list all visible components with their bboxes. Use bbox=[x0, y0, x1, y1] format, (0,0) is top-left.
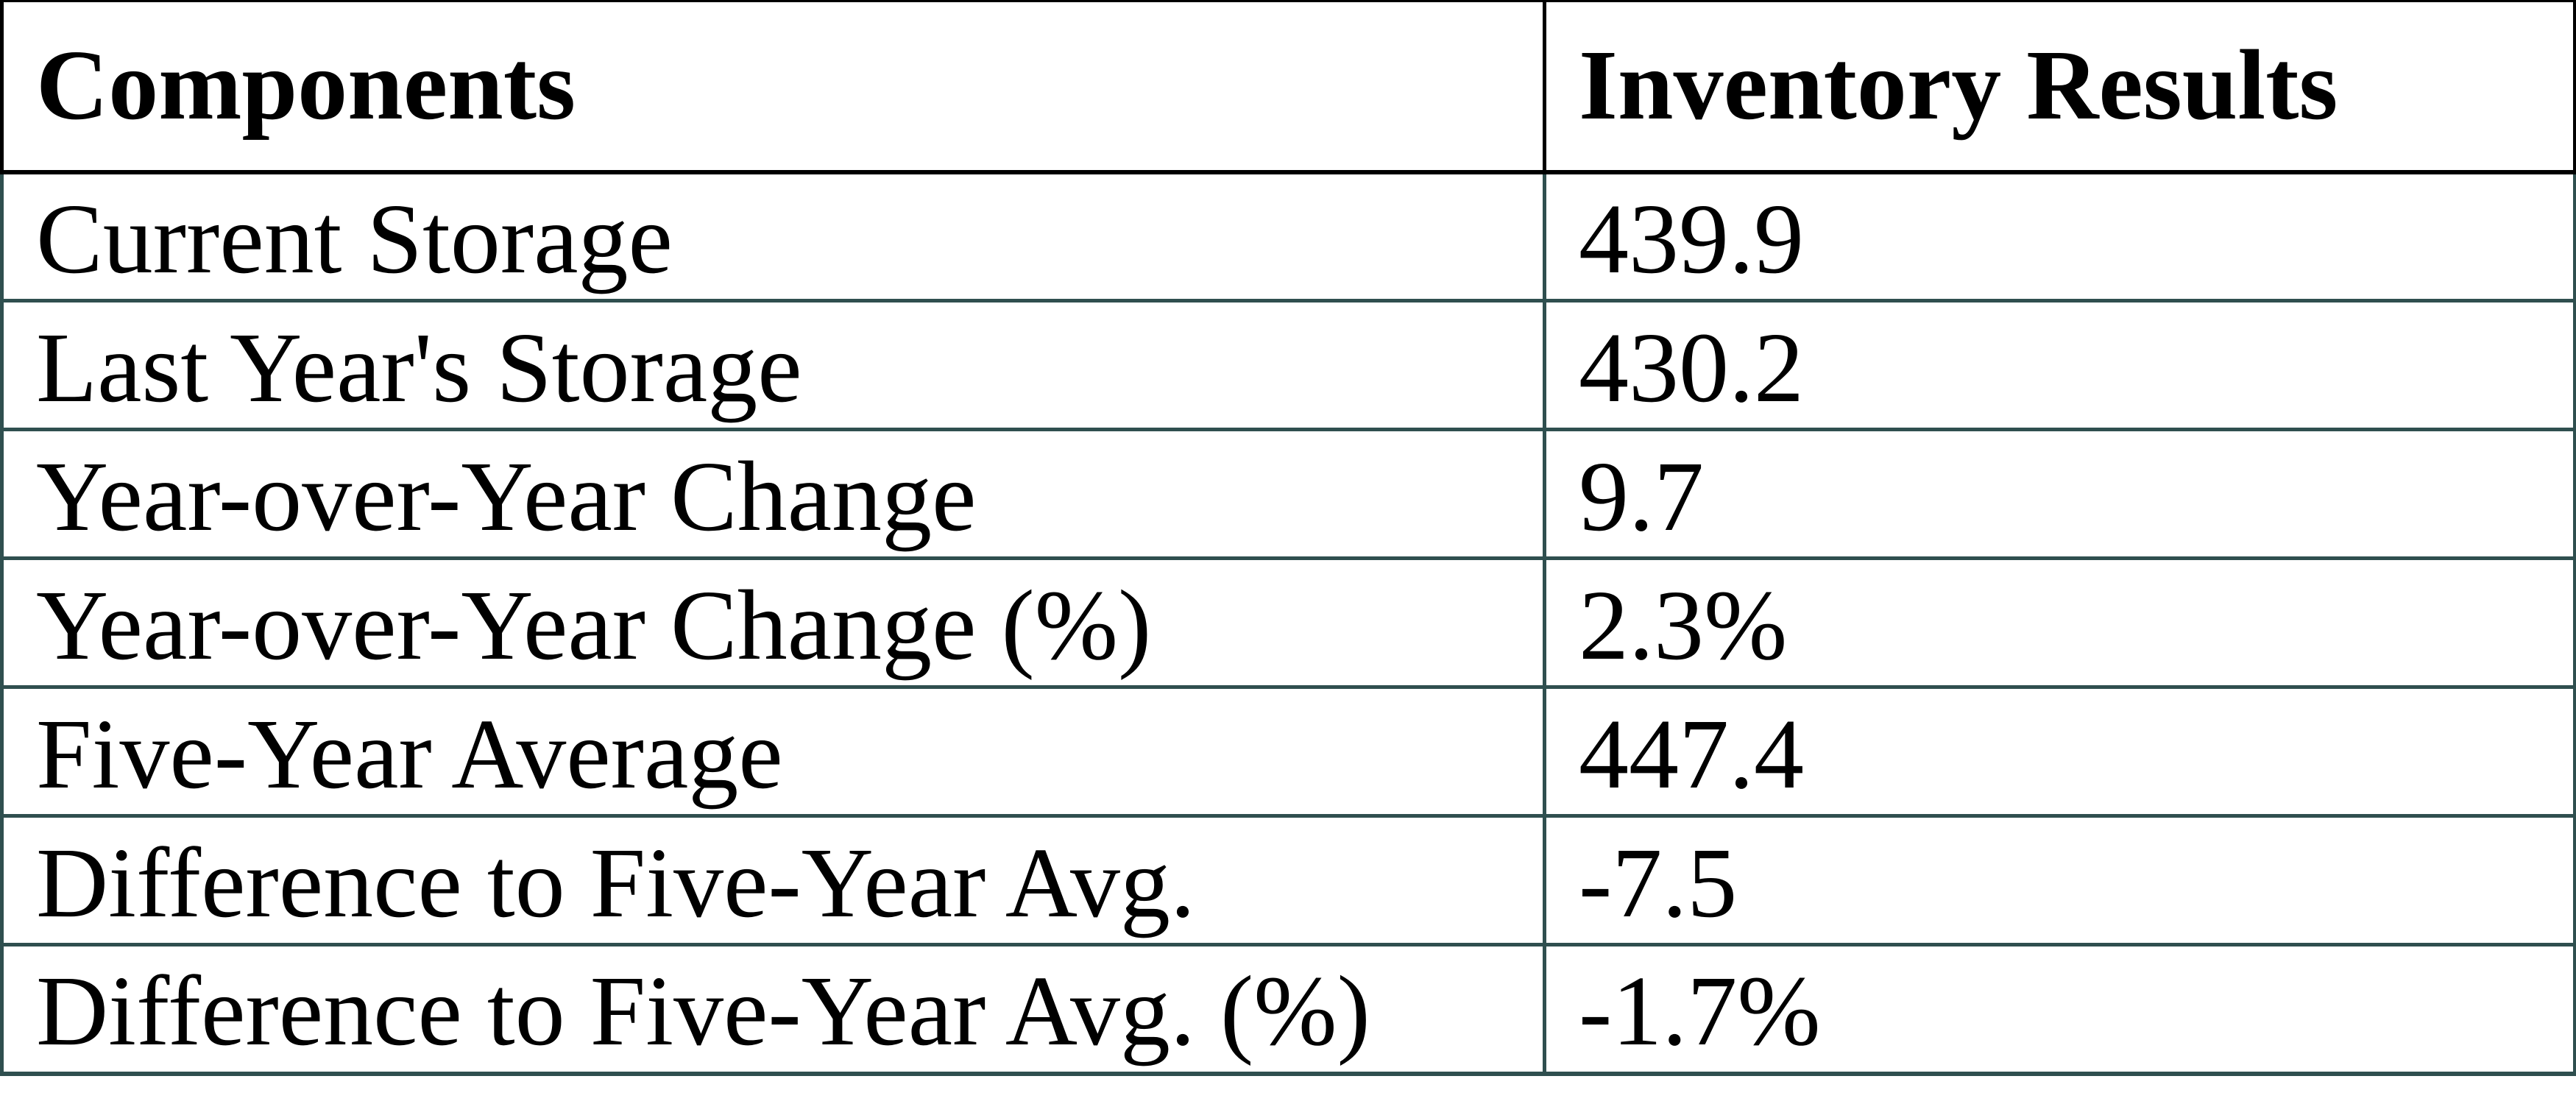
table-row: Last Year's Storage 430.2 bbox=[0, 299, 2576, 431]
result-cell: 9.7 bbox=[1543, 428, 2576, 560]
result-cell: -7.5 bbox=[1543, 814, 2576, 946]
column-header-components: Components bbox=[0, 0, 1546, 174]
component-cell: Last Year's Storage bbox=[0, 299, 1546, 431]
component-cell: Five-Year Average bbox=[0, 685, 1546, 818]
component-cell: Difference to Five-Year Avg. bbox=[0, 814, 1546, 946]
component-cell: Current Storage bbox=[0, 170, 1546, 302]
result-cell: 447.4 bbox=[1543, 685, 2576, 818]
component-cell: Difference to Five-Year Avg. (%) bbox=[0, 943, 1546, 1076]
result-cell: 439.9 bbox=[1543, 170, 2576, 302]
header-row: Components Inventory Results bbox=[0, 0, 2576, 174]
inventory-results-table: Components Inventory Results Current Sto… bbox=[0, 0, 2576, 1076]
table-row: Difference to Five-Year Avg. -7.5 bbox=[0, 814, 2576, 946]
column-header-inventory-results: Inventory Results bbox=[1543, 0, 2576, 174]
component-cell: Year-over-Year Change bbox=[0, 428, 1546, 560]
result-cell: 2.3% bbox=[1543, 556, 2576, 689]
table-row: Five-Year Average 447.4 bbox=[0, 685, 2576, 818]
table-body: Current Storage 439.9 Last Year's Storage 4… bbox=[0, 170, 2576, 1076]
result-cell: -1.7% bbox=[1543, 943, 2576, 1076]
table-row: Year-over-Year Change (%) 2.3% bbox=[0, 556, 2576, 689]
result-cell: 430.2 bbox=[1543, 299, 2576, 431]
component-cell: Year-over-Year Change (%) bbox=[0, 556, 1546, 689]
table-row: Current Storage 439.9 bbox=[0, 170, 2576, 302]
table-row: Difference to Five-Year Avg. (%) -1.7% bbox=[0, 943, 2576, 1076]
table-row: Year-over-Year Change 9.7 bbox=[0, 428, 2576, 560]
